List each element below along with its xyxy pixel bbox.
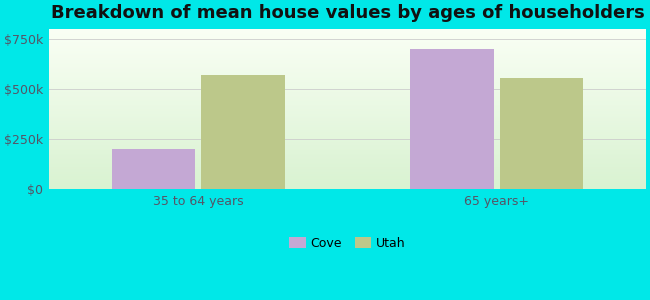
Bar <box>201 75 285 189</box>
Title: Breakdown of mean house values by ages of householders: Breakdown of mean house values by ages o… <box>51 4 644 22</box>
Bar <box>410 49 493 189</box>
Bar <box>500 78 583 189</box>
Bar <box>112 149 195 189</box>
Legend: Cove, Utah: Cove, Utah <box>283 231 411 256</box>
